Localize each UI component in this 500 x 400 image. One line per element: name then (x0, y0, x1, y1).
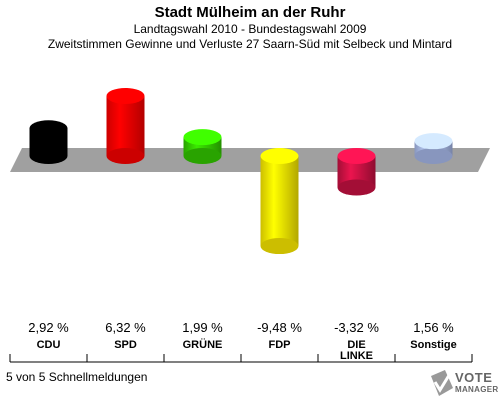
value-label: 1,99 % (182, 320, 223, 335)
bar-spd (106, 87, 145, 164)
category-label: DIE LINKE (340, 339, 373, 362)
value-label: -3,32 % (334, 320, 379, 335)
chart-title: Stadt Mülheim an der Ruhr (154, 4, 346, 21)
bar-grüne (183, 129, 222, 164)
ballot-check-icon (431, 370, 453, 396)
logo-text-manager: MANAGER (455, 385, 499, 394)
vote-manager-logo: VOTE MANAGER (425, 364, 500, 400)
value-label: 2,92 % (28, 320, 69, 335)
chart-subtitle-1: Landtagswahl 2010 - Bundestagswahl 2009 (133, 22, 367, 36)
category-label: FDP (268, 339, 291, 351)
footer-note: 5 von 5 Schnellmeldungen (6, 370, 148, 384)
bar-cdu (29, 120, 68, 164)
bar-sonstige (414, 133, 453, 164)
bar-fdp (260, 148, 299, 255)
category-label: Sonstige (410, 339, 457, 351)
category-label: GRÜNE (182, 339, 223, 351)
logo-text-vote: VOTE (455, 370, 493, 385)
value-label: 6,32 % (105, 320, 146, 335)
category-label: SPD (114, 339, 137, 351)
value-label: -9,48 % (257, 320, 302, 335)
value-label: 1,56 % (413, 320, 454, 335)
bar-die-linke (337, 148, 376, 196)
category-label: CDU (36, 339, 61, 351)
chart-subtitle-2: Zweitstimmen Gewinne und Verluste 27 Saa… (47, 37, 453, 51)
